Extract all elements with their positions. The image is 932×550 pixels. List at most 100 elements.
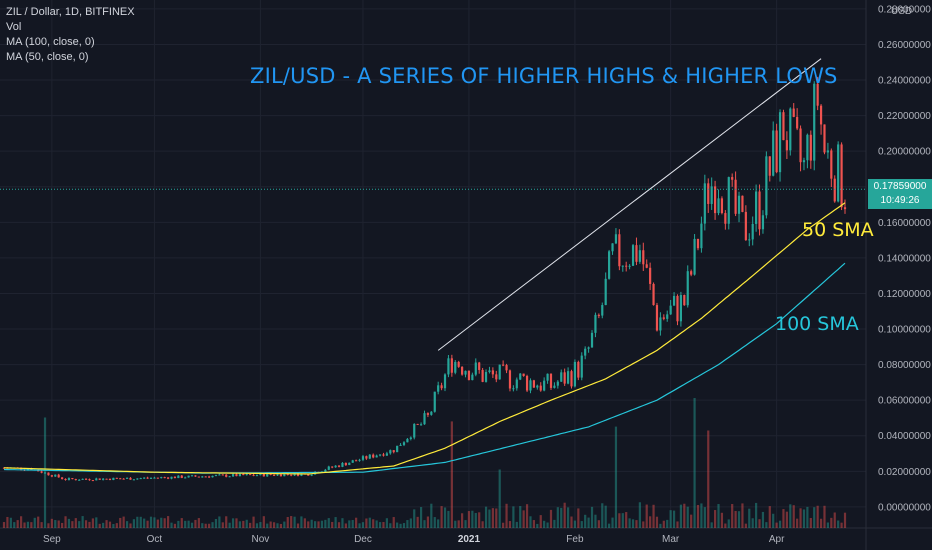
candle-body xyxy=(672,295,676,306)
ma50-indicator-label[interactable]: MA (50, close, 0) xyxy=(6,51,89,63)
candle-body xyxy=(163,477,166,479)
candle-body xyxy=(351,460,354,463)
candle-body xyxy=(830,150,833,179)
volume-bar xyxy=(252,516,255,528)
volume-bar xyxy=(16,520,19,528)
candle-body xyxy=(125,477,129,479)
volume-bar xyxy=(266,523,269,528)
candle-body xyxy=(105,478,108,480)
candle-body xyxy=(823,124,826,153)
candle-body xyxy=(601,305,604,316)
volume-bar xyxy=(809,518,812,528)
volume-bar xyxy=(556,507,559,528)
volume-bar xyxy=(642,521,645,528)
x-tick-label: Feb xyxy=(566,534,584,545)
volume-bar xyxy=(37,516,40,528)
candle-body xyxy=(262,473,265,477)
volume-bar xyxy=(358,523,361,528)
candle-body xyxy=(225,474,228,477)
x-tick-label: Dec xyxy=(354,534,372,545)
volume-bar xyxy=(23,522,26,528)
y-tick-label: 0.26000000 xyxy=(878,40,931,51)
candle-body xyxy=(522,373,525,376)
volume-bar xyxy=(204,523,207,528)
volume-bar xyxy=(782,509,785,528)
candle-body xyxy=(307,473,310,476)
candle-body xyxy=(799,128,802,163)
candle-body xyxy=(378,454,382,456)
y-tick-label: 0.22000000 xyxy=(878,111,931,122)
volume-bar xyxy=(710,522,713,528)
candle-body xyxy=(594,314,597,333)
candle-body xyxy=(563,372,566,384)
candle-body xyxy=(413,423,416,438)
ma100-indicator-label[interactable]: MA (100, close, 0) xyxy=(6,36,95,48)
volume-bar xyxy=(307,521,310,528)
candle-body xyxy=(543,380,546,391)
candle-body xyxy=(122,478,125,480)
volume-bar xyxy=(64,516,67,528)
candle-body xyxy=(187,475,190,478)
volume-bar xyxy=(618,513,621,528)
candle-body xyxy=(457,361,460,367)
volume-bar xyxy=(813,507,816,528)
volume-bar xyxy=(382,522,385,528)
candle-body xyxy=(765,156,768,216)
volume-bar xyxy=(242,520,245,528)
candle-body xyxy=(792,108,795,117)
candle-body xyxy=(327,466,330,470)
candle-body xyxy=(741,195,744,212)
volume-bar xyxy=(293,516,296,528)
volume-bar xyxy=(170,522,173,528)
trendline xyxy=(437,58,822,351)
volume-bar xyxy=(351,520,354,528)
candle-body xyxy=(560,372,563,382)
volume-bar xyxy=(464,520,467,528)
candle-body xyxy=(228,476,231,478)
volume-bar xyxy=(40,522,43,528)
volume-bar xyxy=(259,522,262,528)
y-tick-label: 0.28000000 xyxy=(878,4,931,15)
candle-body xyxy=(645,264,648,268)
candle-body xyxy=(515,379,518,389)
volume-bar xyxy=(679,504,683,528)
volume-bar xyxy=(577,508,580,528)
candle-body xyxy=(802,160,806,163)
candle-body xyxy=(495,374,498,380)
candle-body xyxy=(625,265,628,267)
volume-bar xyxy=(833,512,836,528)
volume-bar xyxy=(587,517,590,528)
candle-body xyxy=(348,462,351,466)
candle-body xyxy=(748,239,751,241)
volume-bar xyxy=(262,516,265,528)
currency-label[interactable]: USD xyxy=(891,6,913,17)
candle-body xyxy=(532,380,535,388)
y-tick-label: 0.06000000 xyxy=(878,396,931,407)
candle-body xyxy=(642,250,645,265)
volume-bar xyxy=(112,523,115,528)
volume-bar xyxy=(823,505,826,528)
symbol-label[interactable]: ZIL / Dollar, 1D, BITFINEX xyxy=(6,6,135,18)
y-tick-label: 0.02000000 xyxy=(878,467,931,478)
volume-bar xyxy=(478,512,481,528)
volume-bar xyxy=(231,518,235,528)
candle-body xyxy=(556,381,559,386)
volume-bar xyxy=(529,516,532,528)
candle-body xyxy=(211,475,214,478)
volume-bar xyxy=(139,516,142,528)
volume-bar xyxy=(272,522,276,528)
volume-bar xyxy=(119,517,122,528)
volume-indicator-label[interactable]: Vol xyxy=(6,21,22,33)
candle-body xyxy=(618,234,621,267)
candle-body xyxy=(539,385,542,391)
candle-body xyxy=(249,474,252,476)
y-tick-label: 0.10000000 xyxy=(878,325,931,336)
volume-bar xyxy=(652,504,655,528)
volume-bar xyxy=(74,518,77,528)
volume-bar xyxy=(102,522,105,528)
volume-bar xyxy=(98,523,101,528)
volume-bar xyxy=(737,511,741,528)
volume-bar xyxy=(327,518,330,528)
